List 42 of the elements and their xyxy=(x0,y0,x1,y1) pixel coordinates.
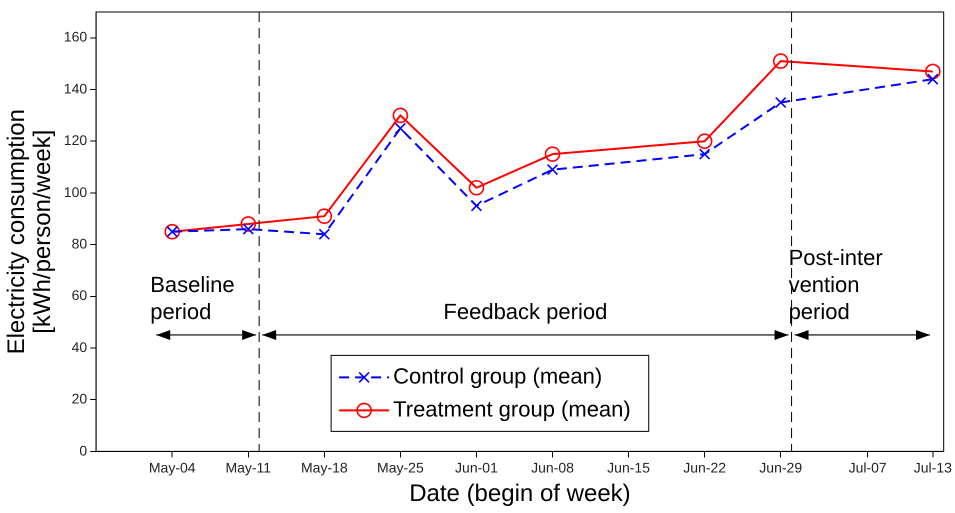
y-tick-label: 0 xyxy=(79,442,88,458)
point xyxy=(696,133,712,150)
y-tick-label: 120 xyxy=(64,132,88,148)
point xyxy=(925,64,941,80)
y-axis-title: Electricity consumption [kWh/person/week] xyxy=(2,108,56,354)
point xyxy=(394,122,406,134)
point xyxy=(546,164,558,176)
point xyxy=(927,73,939,85)
point xyxy=(774,96,786,108)
x-tick-label: May-04 xyxy=(148,460,196,476)
x-tick-label: Jun-29 xyxy=(759,460,802,476)
annotation: Baseline period xyxy=(150,272,235,324)
y-tick-label: 160 xyxy=(64,28,88,45)
y-tick-label: 140 xyxy=(64,80,88,96)
y-tick-label: 100 xyxy=(64,184,88,200)
x-tick-label: Jun-01 xyxy=(455,460,498,476)
legend-label: Control group (mean) xyxy=(393,363,602,388)
annotation: Post-inter vention period xyxy=(788,245,883,324)
point xyxy=(318,228,330,240)
x-tick-label: May-25 xyxy=(377,460,424,476)
x-tick-label: Jun-22 xyxy=(683,460,726,476)
point xyxy=(468,180,484,196)
x-tick-label: Jul-13 xyxy=(914,460,952,476)
point xyxy=(544,146,560,162)
x-tick-label: Jun-08 xyxy=(531,460,574,476)
point xyxy=(240,216,256,232)
point xyxy=(698,148,710,160)
y-tick-label: 80 xyxy=(72,235,88,252)
legend-label: Treatment group (mean) xyxy=(393,396,631,422)
annotation: Feedback period xyxy=(443,299,608,324)
y-tick-label: 60 xyxy=(72,287,88,304)
x-tick-label: Jun-15 xyxy=(607,460,650,476)
x-tick-label: May-11 xyxy=(225,460,272,476)
point xyxy=(392,108,408,124)
x-axis-title: Date (begin of week) xyxy=(409,480,631,508)
point xyxy=(772,53,789,69)
point xyxy=(316,208,332,224)
x-tick-label: Jul-07 xyxy=(848,460,887,476)
point xyxy=(470,200,482,212)
y-tick-label: 40 xyxy=(72,338,88,355)
y-tick-label: 20 xyxy=(72,390,88,407)
x-tick-label: May-18 xyxy=(300,460,348,476)
